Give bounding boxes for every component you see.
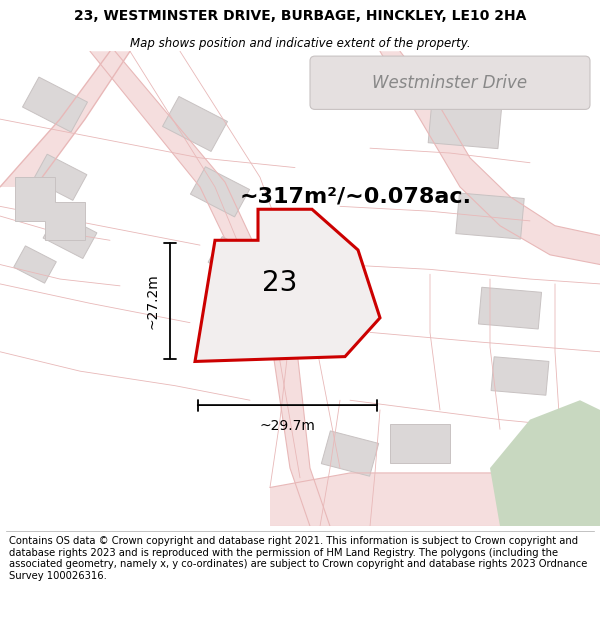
Bar bbox=[23, 77, 88, 132]
Text: ~27.2m: ~27.2m bbox=[145, 273, 159, 329]
Text: 23, WESTMINSTER DRIVE, BURBAGE, HINCKLEY, LE10 2HA: 23, WESTMINSTER DRIVE, BURBAGE, HINCKLEY… bbox=[74, 9, 526, 23]
FancyBboxPatch shape bbox=[310, 56, 590, 109]
Polygon shape bbox=[195, 209, 380, 361]
Polygon shape bbox=[380, 51, 600, 264]
Text: ~317m²/~0.078ac.: ~317m²/~0.078ac. bbox=[240, 187, 472, 207]
Polygon shape bbox=[270, 473, 600, 526]
Polygon shape bbox=[90, 51, 330, 526]
Bar bbox=[33, 154, 87, 201]
Bar bbox=[43, 213, 97, 259]
Text: 23: 23 bbox=[262, 269, 298, 297]
Text: Contains OS data © Crown copyright and database right 2021. This information is : Contains OS data © Crown copyright and d… bbox=[9, 536, 587, 581]
Text: ~29.7m: ~29.7m bbox=[260, 419, 316, 433]
Text: Westminster Drive: Westminster Drive bbox=[373, 74, 527, 92]
Bar bbox=[322, 431, 379, 476]
Bar bbox=[190, 167, 250, 217]
Bar bbox=[456, 193, 524, 239]
Bar bbox=[478, 288, 542, 329]
Bar bbox=[390, 424, 450, 463]
Polygon shape bbox=[490, 400, 600, 526]
Bar bbox=[491, 357, 549, 395]
Bar bbox=[14, 246, 56, 283]
Bar bbox=[360, 64, 420, 106]
Text: Map shows position and indicative extent of the property.: Map shows position and indicative extent… bbox=[130, 37, 470, 50]
Polygon shape bbox=[15, 177, 85, 240]
Bar bbox=[428, 99, 502, 149]
Bar bbox=[415, 72, 465, 108]
Bar bbox=[163, 96, 227, 151]
Polygon shape bbox=[0, 51, 130, 187]
Bar bbox=[208, 237, 262, 282]
